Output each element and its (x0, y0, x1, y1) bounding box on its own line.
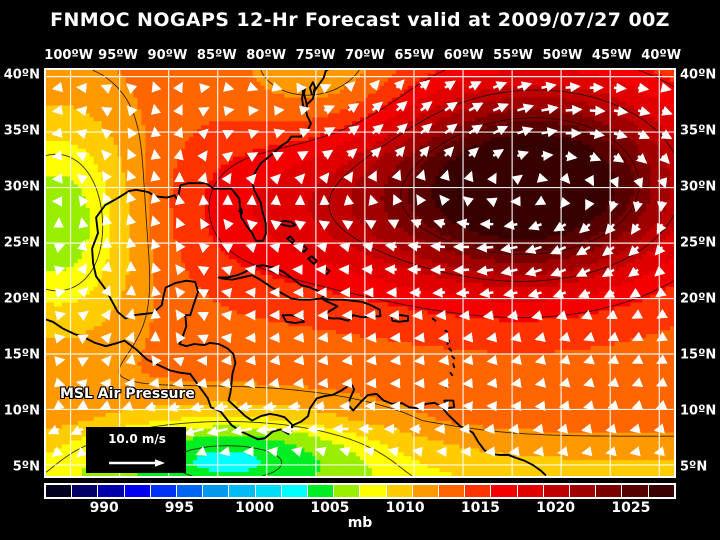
pressure-shading-layer (46, 70, 674, 476)
longitude-tick-label: 100ºW (44, 48, 94, 63)
latitude-tick-label: 10ºN (3, 403, 40, 419)
colorbar-segment (360, 485, 387, 497)
latitude-tick-label: 35ºN (680, 123, 717, 139)
colorbar-segment (177, 485, 204, 497)
wind-vector-key: 10.0 m/s (86, 427, 186, 473)
colorbar-segment (255, 485, 282, 497)
latitude-tick-label: 30ºN (3, 179, 40, 195)
latitude-tick-label: 25ºN (3, 235, 40, 251)
longitude-tick-label: 55ºW (493, 48, 533, 63)
colorbar-segment (386, 485, 413, 497)
longitude-tick-label: 70ºW (345, 48, 385, 63)
colorbar-segment (543, 485, 571, 497)
latitude-tick-label: 15ºN (3, 347, 40, 363)
latitude-tick-label: 40ºN (680, 67, 717, 83)
colorbar-segment (648, 485, 674, 497)
colorbar-segment (570, 485, 597, 497)
colorbar-segment (72, 485, 99, 497)
colorbar-segment (491, 485, 518, 497)
latitude-tick-label: 35ºN (3, 123, 40, 139)
colorbar-segment (517, 485, 544, 497)
longitude-tick-label: 85ºW (196, 48, 237, 63)
map-plot-area: MSL Air Pressure 10.0 m/s (44, 68, 676, 478)
longitude-tick-label: 95ºW (98, 48, 138, 63)
longitude-tick-label: 60ºW (443, 48, 484, 63)
latitude-tick-label: 5ºN (12, 459, 40, 475)
colorbar-segment (412, 485, 440, 497)
colorbar-tick-label: 1025 (611, 500, 651, 516)
longitude-tick-label: 45ºW (591, 48, 632, 63)
longitude-tick-label: 40ºW (641, 48, 682, 63)
map-canvas (46, 70, 674, 476)
colorbar-segment (150, 485, 178, 497)
colorbar-tick-label: 1020 (536, 500, 576, 516)
colorbar-segment (465, 485, 492, 497)
colorbar-tick-label: 995 (164, 500, 195, 516)
colorbar-segment (46, 485, 73, 497)
latitude-tick-label: 5ºN (680, 459, 708, 475)
colorbar-segment (229, 485, 256, 497)
colorbar-segment (439, 485, 466, 497)
colorbar-tick-label: 990 (89, 500, 119, 516)
figure-title: FNMOC NOGAPS 12-Hr Forecast valid at 200… (50, 9, 670, 31)
colorbar-units-label: mb (347, 515, 373, 531)
latitude-axis-left: 40ºN 35ºN 30ºN 25ºN 20ºN 15ºN 10ºN 5ºN (0, 67, 44, 478)
longitude-tick-label: 75ºW (295, 48, 336, 63)
colorbar-tick-label: 1015 (460, 500, 500, 516)
colorbar-segment (334, 485, 361, 497)
latitude-tick-label: 10ºN (680, 403, 717, 419)
colorbar-segment (203, 485, 230, 497)
colorbar-segment (98, 485, 125, 497)
longitude-tick-label: 50ºW (542, 48, 583, 63)
colorbar-tick-label: 1010 (385, 500, 425, 516)
wind-vector-layer (47, 79, 673, 458)
latitude-tick-label: 30ºN (680, 179, 717, 195)
latitude-tick-label: 15ºN (680, 347, 717, 363)
colorbar-tick-labels: 990 995 1000 1005 1010 1015 1020 1025 (44, 500, 676, 518)
longitude-axis-top: 100ºW 95ºW 90ºW 85ºW 80ºW 75ºW 70ºW 65ºW 60ºW 55º… (44, 48, 681, 64)
latitude-tick-label: 20ºN (680, 291, 717, 307)
latitude-tick-label: 20ºN (3, 291, 40, 307)
wind-vector-key-label: 10.0 m/s (108, 432, 166, 446)
latitude-tick-label: 25ºN (680, 235, 717, 251)
longitude-tick-label: 90ºW (147, 48, 188, 63)
colorbar-tick-label: 1005 (310, 500, 350, 516)
colorbar-segment (308, 485, 335, 497)
longitude-tick-label: 65ºW (394, 48, 435, 63)
colorbar-segment (596, 485, 623, 497)
colorbar-tick-label: 1000 (235, 500, 275, 516)
longitude-tick-label: 80ºW (246, 48, 287, 63)
colorbar-segment (124, 485, 151, 497)
pressure-colorbar (44, 483, 676, 499)
colorbar-segment (622, 485, 649, 497)
colorbar-segment (281, 485, 309, 497)
latitude-axis-right: 40ºN 35ºN 30ºN 25ºN 20ºN 15ºN 10ºN 5ºN (676, 67, 720, 478)
wind-vector-key-arrow-icon (109, 459, 165, 467)
latitude-tick-label: 40ºN (3, 67, 40, 83)
